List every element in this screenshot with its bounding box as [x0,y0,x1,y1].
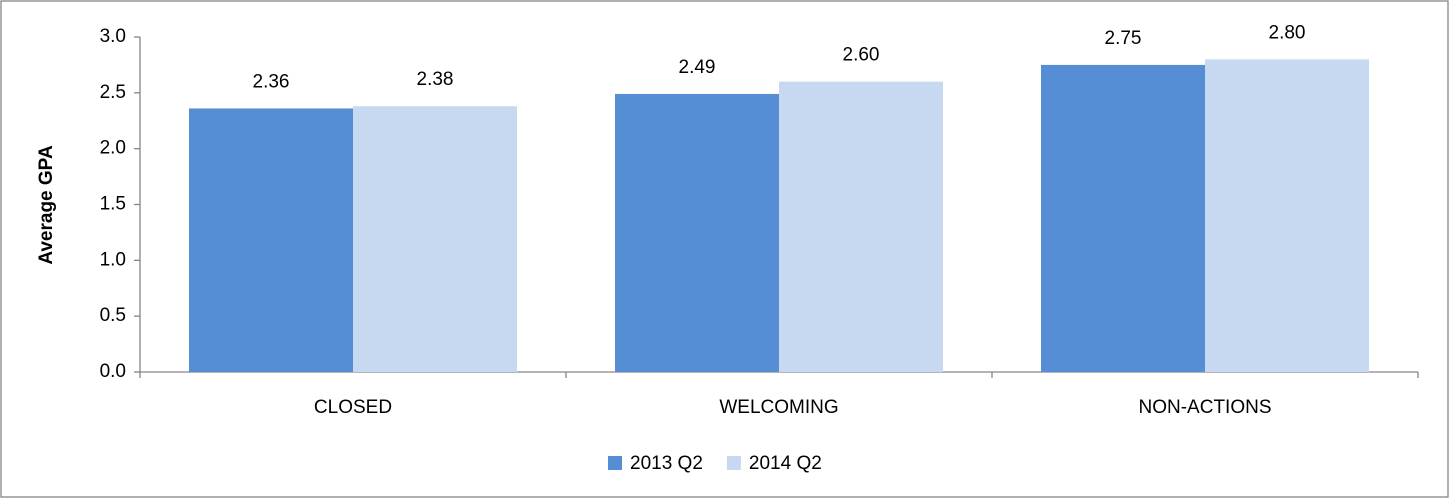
y-tick-label: 2.5 [100,82,126,103]
x-tick-label: WELCOMING [719,397,838,418]
data-label: 2.75 [1105,28,1142,49]
y-axis-label: Average GPA [36,145,57,265]
y-tick-label: 1.5 [100,194,126,215]
y-tick-label: 0.0 [100,361,126,382]
bar [189,108,353,372]
legend-swatch [608,456,622,470]
bar [1205,59,1369,372]
bar [615,93,779,372]
data-label: 2.38 [417,69,454,90]
y-tick-label: 0.5 [100,305,126,326]
data-label: 2.36 [253,71,290,92]
data-label: 2.80 [1269,22,1306,43]
data-label: 2.60 [843,45,880,66]
y-tick-label: 2.0 [100,138,126,159]
bar [1041,64,1205,373]
x-tick-label: NON-ACTIONS [1139,397,1272,418]
legend-swatch [726,456,741,470]
legend-label: 2013 Q2 [630,453,703,474]
y-tick-label: 3.0 [100,26,126,47]
data-label: 2.49 [679,57,716,78]
bar [779,81,943,373]
bar [353,106,517,372]
legend-label: 2014 Q2 [749,453,822,474]
x-tick-label: CLOSED [314,397,392,418]
y-tick-label: 1.0 [100,249,126,270]
